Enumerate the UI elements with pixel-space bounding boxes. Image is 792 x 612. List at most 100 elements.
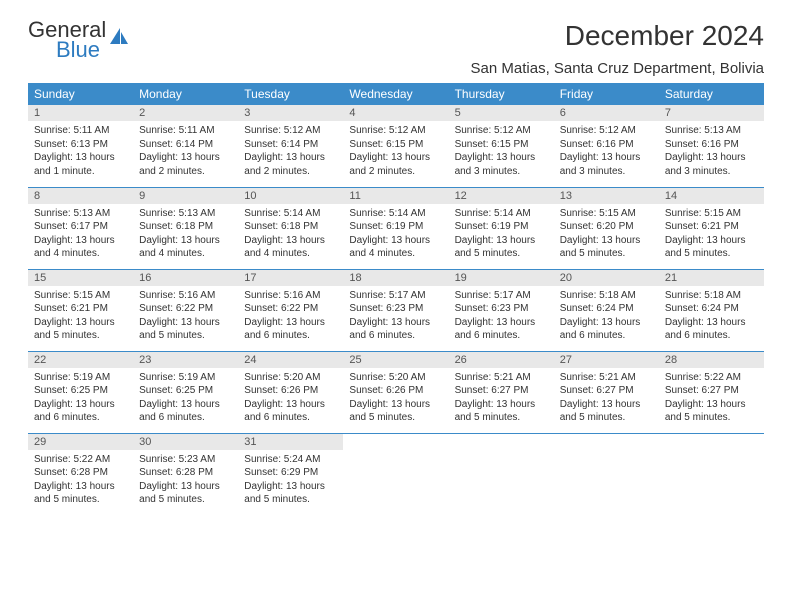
sunrise-line: Sunrise: 5:15 AM — [665, 207, 758, 221]
day-body: Sunrise: 5:17 AMSunset: 6:23 PMDaylight:… — [343, 286, 448, 349]
sunset-line: Sunset: 6:14 PM — [139, 138, 232, 152]
day-body: Sunrise: 5:12 AMSunset: 6:15 PMDaylight:… — [449, 121, 554, 184]
sunrise-line: Sunrise: 5:13 AM — [34, 207, 127, 221]
location: San Matias, Santa Cruz Department, Boliv… — [471, 60, 764, 77]
daylight-line: Daylight: 13 hours and 5 minutes. — [560, 398, 653, 425]
day-body: Sunrise: 5:20 AMSunset: 6:26 PMDaylight:… — [238, 368, 343, 431]
sunrise-line: Sunrise: 5:22 AM — [665, 371, 758, 385]
day-body: Sunrise: 5:22 AMSunset: 6:27 PMDaylight:… — [659, 368, 764, 431]
sunset-line: Sunset: 6:16 PM — [665, 138, 758, 152]
day-number: 6 — [554, 105, 659, 121]
sunrise-line: Sunrise: 5:14 AM — [244, 207, 337, 221]
sunrise-line: Sunrise: 5:19 AM — [34, 371, 127, 385]
sunset-line: Sunset: 6:26 PM — [349, 384, 442, 398]
day-body: Sunrise: 5:14 AMSunset: 6:18 PMDaylight:… — [238, 204, 343, 267]
daylight-line: Daylight: 13 hours and 6 minutes. — [139, 398, 232, 425]
day-body: Sunrise: 5:19 AMSunset: 6:25 PMDaylight:… — [133, 368, 238, 431]
sunrise-line: Sunrise: 5:15 AM — [560, 207, 653, 221]
sunset-line: Sunset: 6:25 PM — [139, 384, 232, 398]
sunrise-line: Sunrise: 5:11 AM — [139, 124, 232, 138]
sunrise-line: Sunrise: 5:22 AM — [34, 453, 127, 467]
sunset-line: Sunset: 6:14 PM — [244, 138, 337, 152]
day-number: 2 — [133, 105, 238, 121]
sunset-line: Sunset: 6:24 PM — [665, 302, 758, 316]
daylight-line: Daylight: 13 hours and 1 minute. — [34, 151, 127, 178]
sunset-line: Sunset: 6:27 PM — [665, 384, 758, 398]
sunrise-line: Sunrise: 5:13 AM — [665, 124, 758, 138]
sunrise-line: Sunrise: 5:20 AM — [349, 371, 442, 385]
sail-icon — [108, 26, 130, 53]
daylight-line: Daylight: 13 hours and 2 minutes. — [244, 151, 337, 178]
day-body: Sunrise: 5:13 AMSunset: 6:17 PMDaylight:… — [28, 204, 133, 267]
day-number: 29 — [28, 434, 133, 450]
daylight-line: Daylight: 13 hours and 5 minutes. — [139, 316, 232, 343]
sunrise-line: Sunrise: 5:12 AM — [560, 124, 653, 138]
daylight-line: Daylight: 13 hours and 5 minutes. — [34, 316, 127, 343]
sunrise-line: Sunrise: 5:21 AM — [560, 371, 653, 385]
calendar-week: 22Sunrise: 5:19 AMSunset: 6:25 PMDayligh… — [28, 351, 764, 433]
day-body: Sunrise: 5:16 AMSunset: 6:22 PMDaylight:… — [238, 286, 343, 349]
sunrise-line: Sunrise: 5:16 AM — [244, 289, 337, 303]
sunset-line: Sunset: 6:29 PM — [244, 466, 337, 480]
weekday-header: Tuesday — [238, 83, 343, 105]
day-body: Sunrise: 5:18 AMSunset: 6:24 PMDaylight:… — [659, 286, 764, 349]
sunset-line: Sunset: 6:20 PM — [560, 220, 653, 234]
day-body: Sunrise: 5:12 AMSunset: 6:16 PMDaylight:… — [554, 121, 659, 184]
sunset-line: Sunset: 6:16 PM — [560, 138, 653, 152]
calendar-cell: 19Sunrise: 5:17 AMSunset: 6:23 PMDayligh… — [449, 269, 554, 351]
daylight-line: Daylight: 13 hours and 3 minutes. — [560, 151, 653, 178]
sunrise-line: Sunrise: 5:19 AM — [139, 371, 232, 385]
calendar-cell: 12Sunrise: 5:14 AMSunset: 6:19 PMDayligh… — [449, 187, 554, 269]
day-body: Sunrise: 5:20 AMSunset: 6:26 PMDaylight:… — [343, 368, 448, 431]
sunrise-line: Sunrise: 5:18 AM — [665, 289, 758, 303]
sunset-line: Sunset: 6:27 PM — [560, 384, 653, 398]
day-number: 9 — [133, 188, 238, 204]
sunrise-line: Sunrise: 5:12 AM — [349, 124, 442, 138]
day-body: Sunrise: 5:22 AMSunset: 6:28 PMDaylight:… — [28, 450, 133, 513]
sunset-line: Sunset: 6:21 PM — [665, 220, 758, 234]
calendar-cell: 10Sunrise: 5:14 AMSunset: 6:18 PMDayligh… — [238, 187, 343, 269]
calendar-cell: 29Sunrise: 5:22 AMSunset: 6:28 PMDayligh… — [28, 433, 133, 515]
calendar-cell: 26Sunrise: 5:21 AMSunset: 6:27 PMDayligh… — [449, 351, 554, 433]
daylight-line: Daylight: 13 hours and 3 minutes. — [455, 151, 548, 178]
sunrise-line: Sunrise: 5:14 AM — [455, 207, 548, 221]
sunrise-line: Sunrise: 5:17 AM — [349, 289, 442, 303]
calendar-cell — [343, 433, 448, 515]
day-number: 17 — [238, 270, 343, 286]
calendar-cell: 9Sunrise: 5:13 AMSunset: 6:18 PMDaylight… — [133, 187, 238, 269]
daylight-line: Daylight: 13 hours and 5 minutes. — [244, 480, 337, 507]
calendar-cell: 11Sunrise: 5:14 AMSunset: 6:19 PMDayligh… — [343, 187, 448, 269]
sunrise-line: Sunrise: 5:18 AM — [560, 289, 653, 303]
daylight-line: Daylight: 13 hours and 2 minutes. — [349, 151, 442, 178]
day-body: Sunrise: 5:12 AMSunset: 6:15 PMDaylight:… — [343, 121, 448, 184]
day-number: 19 — [449, 270, 554, 286]
calendar-week: 29Sunrise: 5:22 AMSunset: 6:28 PMDayligh… — [28, 433, 764, 515]
daylight-line: Daylight: 13 hours and 5 minutes. — [560, 234, 653, 261]
calendar-week: 15Sunrise: 5:15 AMSunset: 6:21 PMDayligh… — [28, 269, 764, 351]
sunrise-line: Sunrise: 5:12 AM — [455, 124, 548, 138]
calendar-week: 8Sunrise: 5:13 AMSunset: 6:17 PMDaylight… — [28, 187, 764, 269]
daylight-line: Daylight: 13 hours and 5 minutes. — [139, 480, 232, 507]
daylight-line: Daylight: 13 hours and 4 minutes. — [244, 234, 337, 261]
brand-bottom: Blue — [28, 40, 106, 60]
weekday-header: Monday — [133, 83, 238, 105]
day-number: 22 — [28, 352, 133, 368]
day-number: 28 — [659, 352, 764, 368]
weekday-header: Friday — [554, 83, 659, 105]
day-number: 10 — [238, 188, 343, 204]
calendar-cell: 6Sunrise: 5:12 AMSunset: 6:16 PMDaylight… — [554, 105, 659, 187]
day-body: Sunrise: 5:21 AMSunset: 6:27 PMDaylight:… — [554, 368, 659, 431]
sunset-line: Sunset: 6:17 PM — [34, 220, 127, 234]
daylight-line: Daylight: 13 hours and 5 minutes. — [665, 234, 758, 261]
day-number: 18 — [343, 270, 448, 286]
day-number: 31 — [238, 434, 343, 450]
sunset-line: Sunset: 6:28 PM — [139, 466, 232, 480]
day-body: Sunrise: 5:19 AMSunset: 6:25 PMDaylight:… — [28, 368, 133, 431]
day-number: 23 — [133, 352, 238, 368]
sunrise-line: Sunrise: 5:21 AM — [455, 371, 548, 385]
calendar-cell: 31Sunrise: 5:24 AMSunset: 6:29 PMDayligh… — [238, 433, 343, 515]
day-body: Sunrise: 5:24 AMSunset: 6:29 PMDaylight:… — [238, 450, 343, 513]
day-number: 7 — [659, 105, 764, 121]
day-body: Sunrise: 5:15 AMSunset: 6:21 PMDaylight:… — [659, 204, 764, 267]
daylight-line: Daylight: 13 hours and 4 minutes. — [34, 234, 127, 261]
